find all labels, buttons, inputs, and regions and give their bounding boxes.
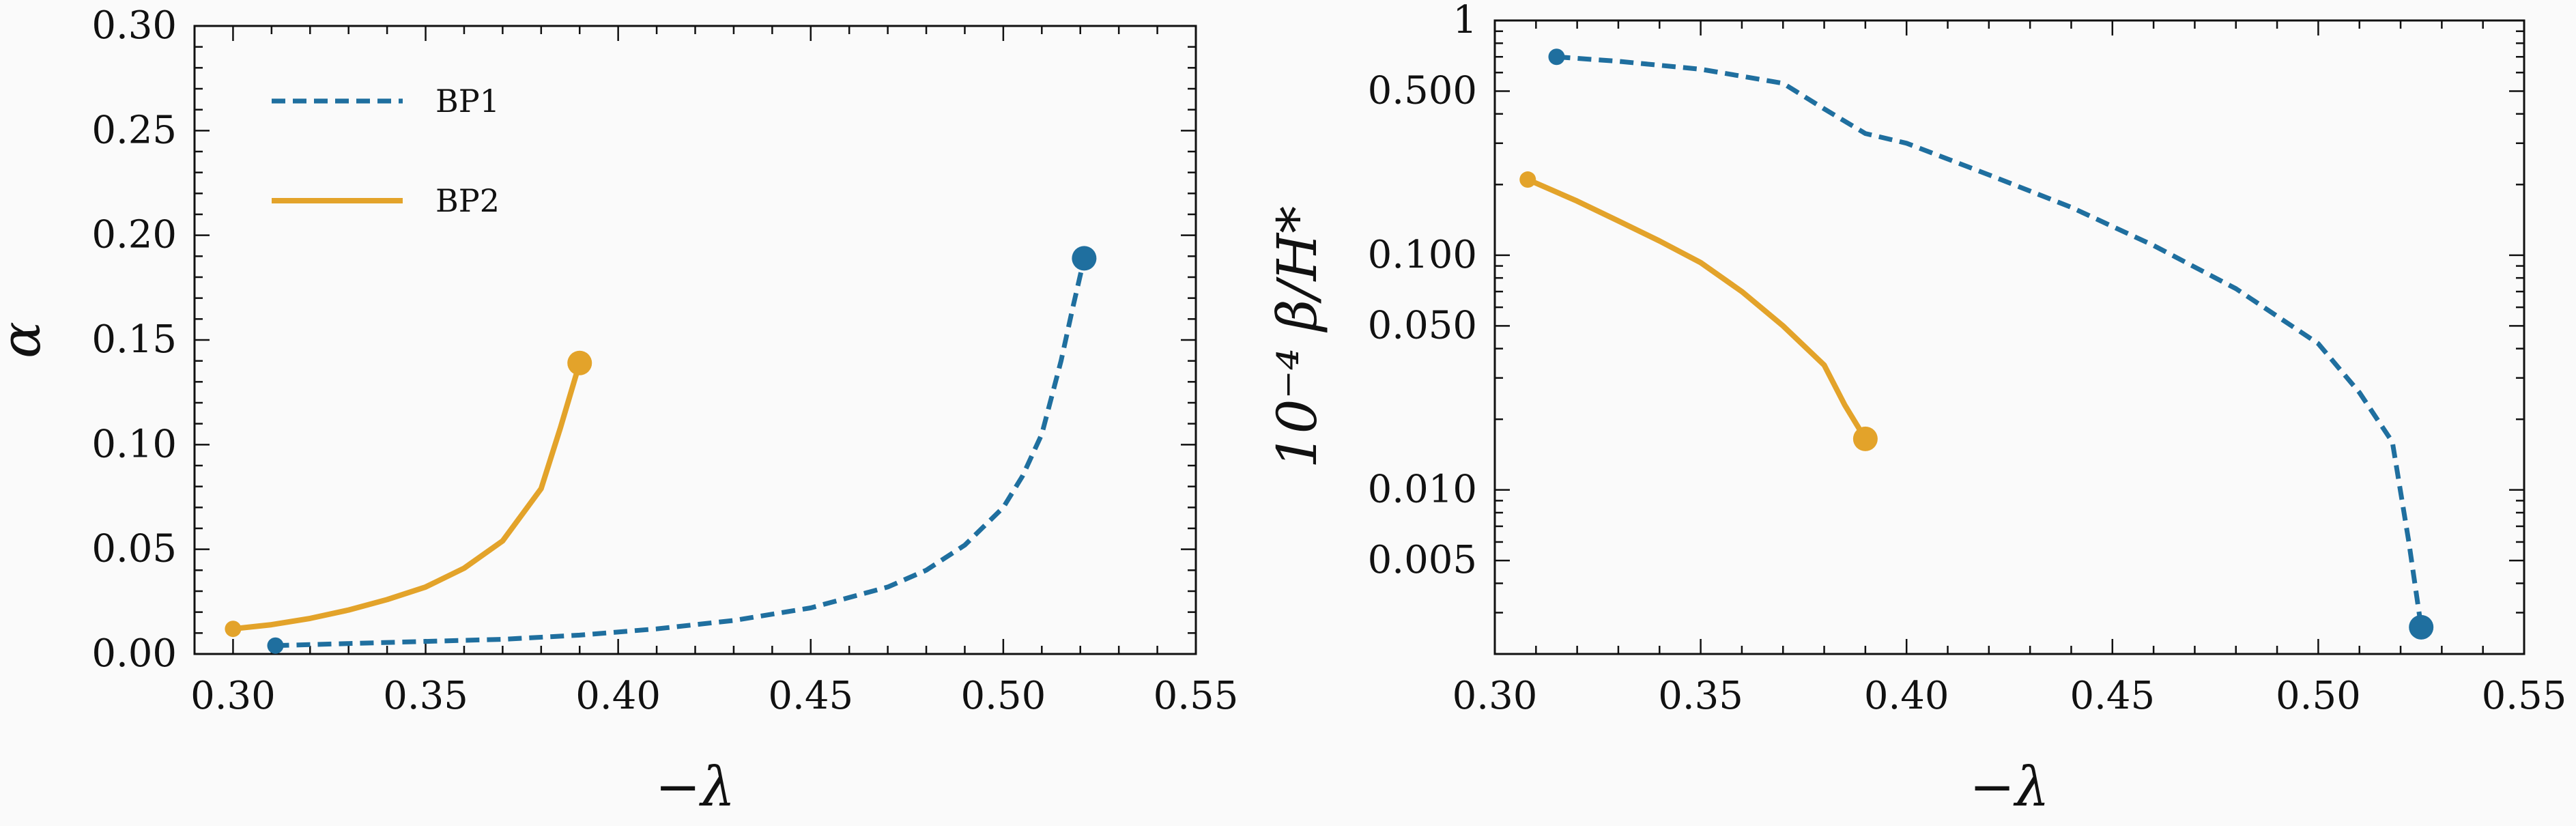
y-tick-label: 0.20 (91, 213, 177, 257)
series-start-point-bp2 (1519, 171, 1536, 188)
x-tick-label: 0.50 (961, 674, 1046, 718)
series-line-bp2 (1526, 177, 1868, 440)
x-tick-label: 0.55 (1154, 674, 1239, 718)
series-end-point-bp2 (567, 350, 592, 375)
y-tick-label: 0.100 (1368, 233, 1477, 277)
y-tick-label: 0.005 (1368, 538, 1477, 582)
series-end-point-bp1 (1072, 246, 1097, 271)
y-tick-label: 0.00 (91, 631, 177, 676)
series-start-point-bp1 (1548, 48, 1565, 66)
x-tick-label: 0.45 (768, 674, 853, 718)
x-axis-label: −λ (1969, 755, 2050, 818)
x-tick-label: 0.50 (2276, 674, 2361, 718)
x-tick-label: 0.35 (383, 674, 468, 718)
y-tick-label: 0.30 (91, 3, 177, 48)
series-line-bp1 (1556, 54, 2424, 628)
x-tick-label: 0.55 (2482, 674, 2567, 718)
x-axis-label: −λ (655, 755, 736, 818)
y-tick-label: 0.050 (1368, 303, 1477, 347)
x-tick-label: 0.45 (2070, 674, 2155, 718)
y-tick-label: 0.10 (91, 422, 177, 466)
legend: BP1 BP2 (272, 83, 500, 219)
y-tick-label: 0.05 (91, 527, 177, 571)
series-end-point-bp2 (1852, 426, 1878, 451)
plot-frame (1493, 19, 2525, 655)
series-line-bp2 (232, 362, 583, 632)
panel-right: 0.30 0.35 0.40 0.45 0.50 0.55 0.005 0.010 0.050 0… (1265, 0, 2566, 818)
y-axis-label: 10⁻⁴ β/H* (1265, 206, 1329, 469)
series-start-point-bp2 (225, 621, 242, 638)
plot-frame (193, 25, 1197, 655)
x-tick-label: 0.40 (575, 674, 661, 718)
series-line-bp1 (275, 257, 1087, 649)
x-tick-label: 0.35 (1658, 674, 1743, 718)
x-tick-label: 0.40 (1864, 674, 1949, 718)
legend-label-bp2: BP2 (435, 182, 500, 219)
series-end-point-bp1 (2409, 614, 2434, 640)
x-tick-label: 0.30 (1452, 674, 1538, 718)
series-start-point-bp1 (267, 637, 284, 654)
y-tick-label: 0.010 (1368, 468, 1477, 512)
panel-left: 0.30 0.35 0.40 0.45 0.50 0.55 0.00 0.05 0.10 0.15… (0, 3, 1238, 818)
y-axis-label: α (0, 322, 53, 358)
x-tick-label: 0.30 (190, 674, 276, 718)
y-tick-label: 0.25 (91, 108, 177, 152)
y-tick-label: 1 (1452, 0, 1477, 42)
legend-label-bp1: BP1 (435, 83, 500, 119)
y-tick-label: 0.15 (91, 317, 177, 362)
y-tick-label: 0.500 (1368, 69, 1477, 113)
